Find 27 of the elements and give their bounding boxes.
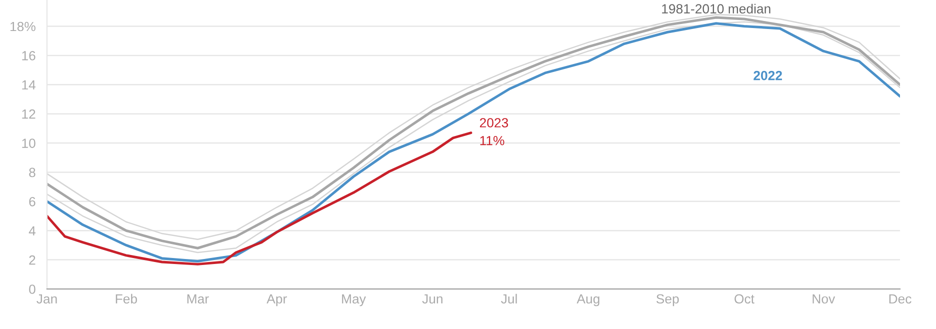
x-tick-label: Dec (889, 294, 912, 304)
series-label: 1981-2010 median (662, 4, 770, 14)
y-tick-label: 6 (29, 196, 36, 206)
x-tick-label: Jul (501, 294, 517, 304)
x-tick-label: May (342, 294, 366, 306)
y-tick-label: 10 (22, 138, 36, 148)
line-series (47, 132, 472, 266)
annotation: 11% (480, 136, 504, 146)
y-tick-label: 14 (22, 80, 36, 90)
text: 2022 (754, 70, 782, 80)
y-tick-label: 2 (29, 255, 36, 265)
series-label: 2023 (480, 118, 508, 128)
x-tick-label: Sep (656, 294, 679, 306)
y-tick-label: 18% (10, 22, 36, 32)
x-tick-label: Jan (36, 294, 57, 304)
x-tick-label: Mar (187, 294, 209, 304)
x-tick-label: Oct (734, 294, 754, 304)
x-tick-label: Apr (266, 294, 287, 306)
x-tick-label: Nov (812, 294, 836, 304)
y-tick-label: 12 (22, 109, 36, 119)
x-tick-label: Aug (576, 294, 600, 306)
y-tick-label: 16 (22, 51, 36, 60)
y-tick-label: 0 (29, 284, 36, 294)
x-tick-label: Feb (116, 294, 137, 304)
x-tick-label: Jun (422, 294, 442, 304)
y-tick-label: 4 (28, 226, 36, 236)
y-tick-label: 8 (29, 168, 36, 178)
